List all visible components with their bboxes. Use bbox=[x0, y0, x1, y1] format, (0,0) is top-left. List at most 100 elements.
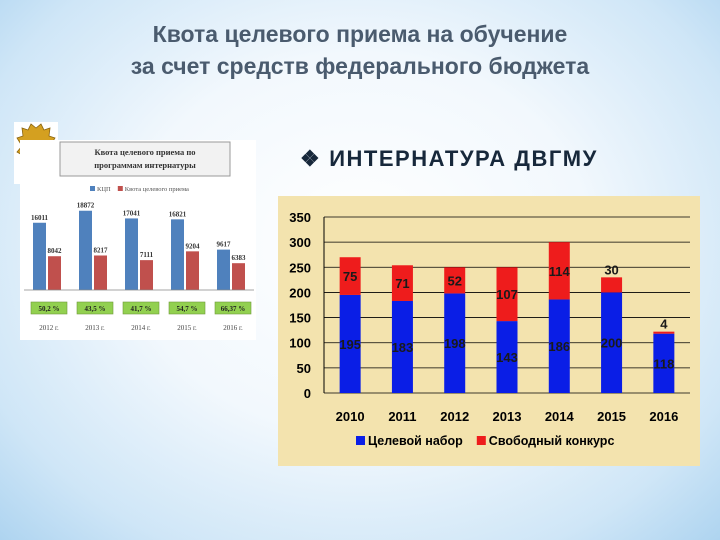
small-percent-label: 43,5 % bbox=[85, 305, 106, 313]
main-bar-target bbox=[339, 294, 361, 393]
small-legend-label: КЦП bbox=[97, 186, 111, 193]
main-y-tick-label: 150 bbox=[289, 311, 311, 326]
small-category-label: 2016 г. bbox=[223, 324, 243, 332]
main-value-label: 195 bbox=[339, 337, 361, 352]
small-bar bbox=[217, 249, 230, 290]
title-line-1: Квота целевого приема на обучение bbox=[152, 21, 568, 47]
small-bar bbox=[125, 218, 138, 290]
small-legend-swatch bbox=[117, 186, 123, 191]
small-percent-box bbox=[122, 301, 160, 315]
small-category-label: 2015 г. bbox=[177, 324, 197, 332]
main-bar-target bbox=[653, 333, 675, 393]
main-x-tick-label: 2013 bbox=[493, 409, 522, 424]
main-x-tick-label: 2014 bbox=[545, 409, 575, 424]
small-bar-label: 8217 bbox=[94, 246, 109, 254]
small-legend-label: Квота целевого приема bbox=[125, 186, 189, 193]
main-y-tick-label: 200 bbox=[289, 285, 311, 300]
small-bar bbox=[94, 255, 107, 290]
small-bar bbox=[33, 222, 46, 290]
small-bar bbox=[140, 260, 153, 290]
main-value-label: 114 bbox=[549, 264, 571, 279]
main-bar-target bbox=[601, 292, 623, 393]
main-bar-target bbox=[548, 299, 570, 393]
small-bar bbox=[79, 210, 92, 290]
main-value-label: 107 bbox=[496, 287, 518, 302]
page-title: Квота целевого приема на обучение за сче… bbox=[0, 18, 720, 82]
main-y-tick-label: 0 bbox=[304, 386, 311, 401]
small-bar-label: 8042 bbox=[48, 247, 63, 255]
small-percent-label: 50,2 % bbox=[39, 305, 60, 313]
main-bar-open bbox=[496, 267, 518, 322]
main-value-label: 30 bbox=[604, 262, 618, 277]
diamond-bullet-icon: ❖ bbox=[300, 146, 322, 171]
main-value-label: 118 bbox=[653, 356, 674, 371]
main-bar-target bbox=[444, 293, 466, 393]
small-bar-label: 18872 bbox=[77, 202, 95, 210]
main-x-tick-label: 2015 bbox=[597, 409, 626, 424]
main-x-tick-label: 2016 bbox=[649, 409, 678, 424]
main-chart: 0 50 100 150 200 250 300 350 195 75 2010 183 71 2011… bbox=[278, 196, 700, 471]
section-heading: ❖ ИНТЕРНАТУРА ДВГМУ bbox=[300, 146, 598, 172]
small-bar-label: 16821 bbox=[169, 210, 187, 218]
small-chart-title-cont: программам интернатуры bbox=[94, 160, 196, 170]
small-bar-label: 7111 bbox=[140, 251, 154, 259]
small-percent-box bbox=[214, 301, 252, 315]
small-bar bbox=[232, 263, 245, 290]
small-legend-swatch bbox=[90, 186, 95, 191]
small-chart-title-box bbox=[59, 141, 231, 177]
main-y-tick-label: 50 bbox=[297, 361, 311, 376]
small-percent-box bbox=[30, 301, 68, 315]
main-bar-open bbox=[548, 242, 570, 300]
small-category-label: 2013 г. bbox=[85, 324, 105, 332]
small-percent-box bbox=[168, 301, 206, 315]
small-category-label: 2012 г. bbox=[39, 324, 59, 332]
main-bar-open bbox=[601, 277, 623, 293]
main-bar-open bbox=[653, 331, 675, 334]
small-percent-label: 41,7 % bbox=[131, 305, 152, 313]
small-bar-label: 9617 bbox=[217, 241, 232, 249]
main-value-label: 200 bbox=[601, 336, 623, 351]
main-value-label: 183 bbox=[392, 340, 414, 355]
small-bar bbox=[186, 251, 199, 290]
main-value-label: 198 bbox=[444, 336, 466, 351]
main-legend-label: Целевой набор bbox=[368, 434, 463, 448]
small-bar bbox=[171, 219, 184, 290]
main-value-label: 75 bbox=[343, 269, 357, 284]
main-value-label: 4 bbox=[660, 317, 668, 332]
small-percent-label: 54,7 % bbox=[177, 305, 198, 313]
small-chart-legend: КЦП Квота целевого приема bbox=[90, 186, 189, 193]
main-bar-open bbox=[339, 257, 361, 295]
main-bar-open bbox=[391, 265, 413, 301]
main-bar-open bbox=[444, 267, 466, 294]
main-x-tick-label: 2011 bbox=[388, 409, 416, 424]
main-y-tick-label: 300 bbox=[289, 235, 311, 250]
small-bar-label: 16011 bbox=[31, 214, 49, 222]
title-line-2: за счет средств федерального бюджета bbox=[130, 53, 590, 79]
main-legend-label: Свободный конкурс bbox=[489, 434, 615, 448]
small-bar bbox=[48, 256, 61, 290]
small-chart-marks: 16011 8042 50,2 % 2012 г. 18872 8217 43,5 % 201… bbox=[24, 202, 254, 332]
main-value-label: 71 bbox=[395, 276, 409, 291]
main-legend-swatch bbox=[476, 436, 486, 445]
small-category-label: 2014 г. bbox=[131, 324, 151, 332]
main-value-label: 52 bbox=[447, 273, 461, 288]
main-y-tick-label: 350 bbox=[289, 210, 311, 225]
main-x-tick-label: 2010 bbox=[336, 409, 365, 424]
small-chart-svg: Квота целевого приема по программам инте… bbox=[20, 140, 256, 340]
small-bar-label: 6383 bbox=[232, 254, 247, 262]
main-legend-swatch bbox=[356, 436, 365, 445]
small-chart-title: Квота целевого приема по bbox=[94, 147, 195, 157]
main-chart-marks: 195 75 2010 183 71 2011 198 52 2012 143 107 2013 186… bbox=[336, 242, 678, 424]
main-chart-svg: 0 50 100 150 200 250 300 350 195 75 2010 183 71 2011… bbox=[278, 196, 700, 466]
main-bar-target bbox=[496, 321, 518, 393]
main-y-tick-label: 100 bbox=[289, 336, 311, 351]
main-value-label: 143 bbox=[496, 350, 518, 365]
small-bar-label: 9204 bbox=[186, 242, 201, 250]
main-bar-target bbox=[391, 300, 413, 393]
small-percent-box bbox=[76, 301, 114, 315]
small-bar-label: 17041 bbox=[123, 209, 141, 217]
main-chart-legend: Целевой набор Свободный конкурс bbox=[356, 434, 614, 448]
main-y-tick-label: 250 bbox=[289, 260, 311, 275]
small-percent-label: 66,37 % bbox=[221, 305, 246, 313]
section-heading-text: ИНТЕРНАТУРА ДВГМУ bbox=[329, 146, 598, 171]
